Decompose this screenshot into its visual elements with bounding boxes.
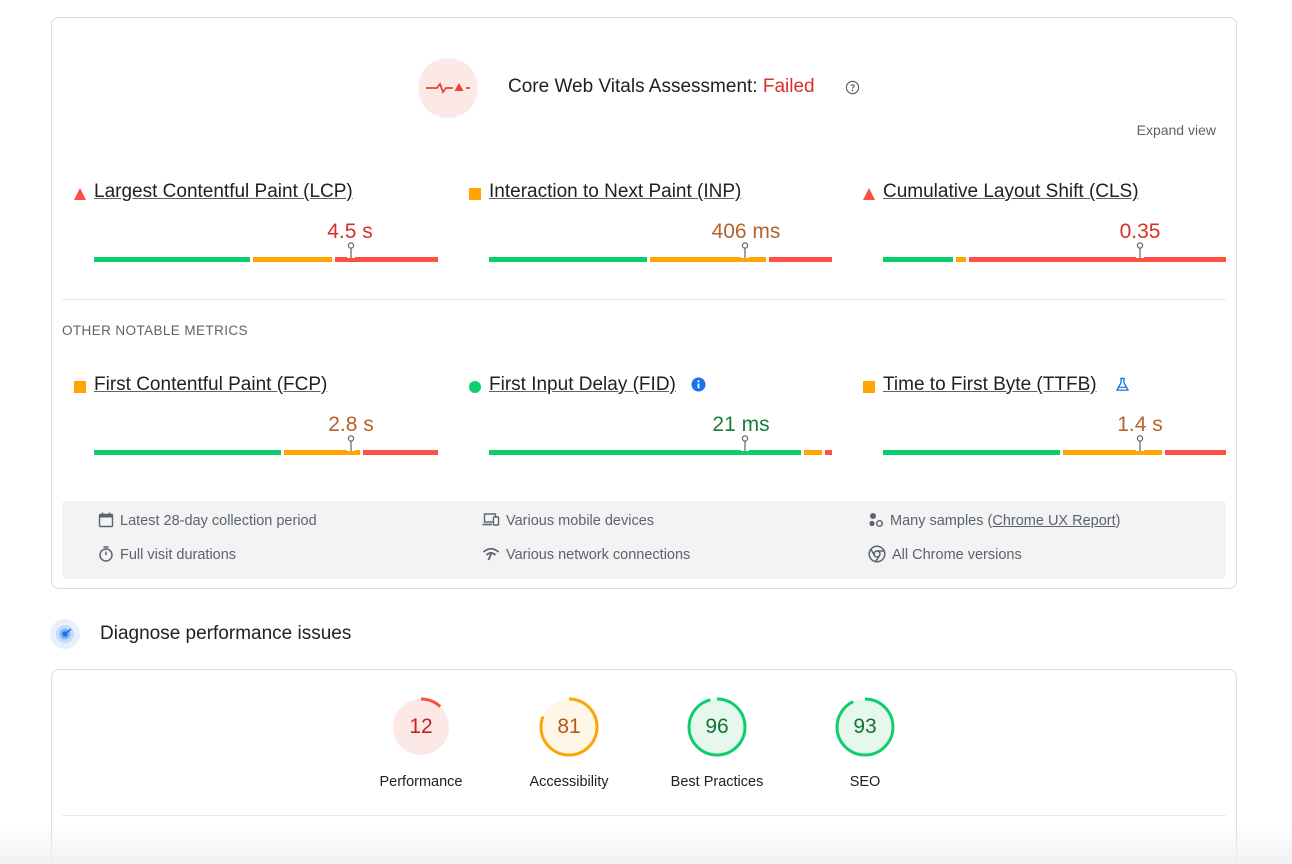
score-gauge-best-practices[interactable]: 96 Best Practices xyxy=(657,697,777,797)
info-samples-suffix: ) xyxy=(1115,513,1121,529)
score-ring-performance xyxy=(391,697,451,757)
metric-fid-distribution xyxy=(489,450,833,455)
metric-fid-link[interactable]: First Input Delay (FID) xyxy=(489,374,676,395)
wifi-icon xyxy=(482,547,500,561)
score-label-best-practices: Best Practices xyxy=(670,774,764,790)
score-gauge-performance[interactable]: 12 Performance xyxy=(361,697,481,797)
score-value-best-practices: 96 xyxy=(705,715,729,738)
other-metrics-label: OTHER NOTABLE METRICS xyxy=(62,323,248,338)
data-source-info-panel: Latest 28-day collection period Full vis… xyxy=(62,501,1226,579)
metric-fcp-value: 2.8 s xyxy=(328,413,374,436)
metric-cls-link[interactable]: Cumulative Layout Shift (CLS) xyxy=(883,181,1139,202)
chrome-icon xyxy=(868,545,886,563)
metric-lcp-link[interactable]: Largest Contentful Paint (LCP) xyxy=(94,181,353,202)
metric-fid-value: 21 ms xyxy=(712,413,770,436)
metric-ttfb: Time to First Byte (TTFB) 1.4 s xyxy=(863,374,1226,464)
assessment-title: Core Web Vitals Assessment: Failed xyxy=(508,76,815,98)
poor-triangle-icon xyxy=(74,188,86,200)
lighthouse-icon xyxy=(50,619,80,649)
calendar-icon xyxy=(98,512,114,528)
timer-icon xyxy=(99,546,113,562)
metric-fcp-distribution xyxy=(94,450,438,455)
score-label-accessibility: Accessibility xyxy=(529,774,609,790)
metric-inp-distribution xyxy=(489,257,833,262)
bottom-fade xyxy=(0,824,1292,864)
metric-lcp: Largest Contentful Paint (LCP) 4.5 s xyxy=(74,181,438,271)
percentile-pin-icon xyxy=(347,242,355,258)
good-circle-icon xyxy=(469,381,481,393)
chrome-ux-report-link[interactable]: Chrome UX Report xyxy=(992,513,1116,529)
info-collection-period-text: Latest 28-day collection period xyxy=(120,513,317,529)
needs-improvement-square-icon xyxy=(863,381,875,393)
metric-ttfb-link[interactable]: Time to First Byte (TTFB) xyxy=(883,374,1097,395)
info-network-text: Various network connections xyxy=(506,547,691,563)
info-visit-durations-text: Full visit durations xyxy=(120,547,237,563)
score-ring-accessibility xyxy=(539,697,599,757)
percentile-pin-icon xyxy=(347,435,355,451)
info-devices-text: Various mobile devices xyxy=(506,513,655,529)
section-divider xyxy=(62,299,1226,300)
metric-fcp-link[interactable]: First Contentful Paint (FCP) xyxy=(94,374,328,395)
metric-inp-link[interactable]: Interaction to Next Paint (INP) xyxy=(489,181,742,202)
cwv-assessment-card: Core Web Vitals Assessment: Failed Expan… xyxy=(51,17,1237,589)
info-icon[interactable] xyxy=(691,377,706,392)
metric-fcp: First Contentful Paint (FCP) 2.8 s xyxy=(74,374,438,464)
assessment-title-prefix: Core Web Vitals Assessment: xyxy=(508,76,763,97)
metric-lcp-value: 4.5 s xyxy=(327,220,373,243)
score-gauge-accessibility[interactable]: 81 Accessibility xyxy=(509,697,629,797)
score-ring-best-practices xyxy=(687,697,747,757)
metric-inp-value: 406 ms xyxy=(711,220,781,243)
assessment-failed-icon xyxy=(418,58,478,118)
needs-improvement-square-icon xyxy=(469,188,481,200)
diagnose-title: Diagnose performance issues xyxy=(100,623,352,644)
score-gauge-seo[interactable]: 93 SEO xyxy=(805,697,925,797)
percentile-pin-icon xyxy=(741,242,749,258)
metric-cls: Cumulative Layout Shift (CLS) 0.35 xyxy=(863,181,1226,271)
devices-icon xyxy=(482,513,500,526)
metric-cls-distribution xyxy=(883,257,1227,262)
score-value-accessibility: 81 xyxy=(557,715,581,738)
needs-improvement-square-icon xyxy=(74,381,86,393)
info-chrome-versions-text: All Chrome versions xyxy=(892,547,1022,563)
percentile-pin-icon xyxy=(1136,242,1144,258)
assessment-status: Failed xyxy=(762,76,815,97)
metric-ttfb-distribution xyxy=(883,450,1227,455)
score-label-seo: SEO xyxy=(849,774,881,790)
poor-triangle-icon xyxy=(863,188,875,200)
expand-view-link[interactable]: Expand view xyxy=(1136,122,1216,138)
score-ring-seo xyxy=(835,697,895,757)
metric-ttfb-value: 1.4 s xyxy=(1117,413,1163,436)
metric-fid: First Input Delay (FID) 21 ms xyxy=(469,374,832,464)
percentile-pin-icon xyxy=(1136,435,1144,451)
samples-icon xyxy=(869,513,883,527)
scores-divider xyxy=(62,815,1226,816)
metric-cls-value: 0.35 xyxy=(1119,220,1161,243)
score-value-seo: 93 xyxy=(853,715,877,738)
info-samples-prefix: Many samples ( xyxy=(890,513,993,529)
metric-inp: Interaction to Next Paint (INP) 406 ms xyxy=(469,181,832,271)
info-samples-text: Many samples (Chrome UX Report) xyxy=(890,513,1120,529)
metric-lcp-distribution xyxy=(94,257,438,262)
percentile-pin-icon xyxy=(741,435,749,451)
score-value-performance: 12 xyxy=(409,715,433,738)
help-circle-icon[interactable] xyxy=(845,80,860,95)
flask-icon[interactable] xyxy=(1115,377,1130,392)
score-label-performance: Performance xyxy=(379,774,463,790)
